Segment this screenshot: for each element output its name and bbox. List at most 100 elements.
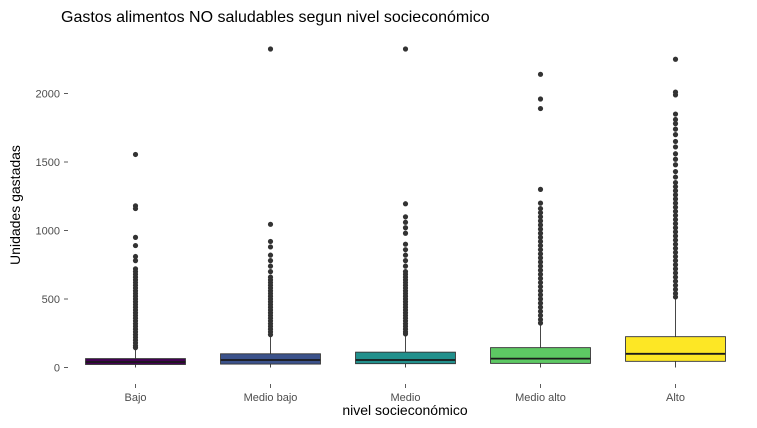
outlier-point bbox=[402, 219, 409, 225]
outlier-point bbox=[402, 247, 409, 253]
outlier-point bbox=[402, 46, 409, 52]
outlier-point bbox=[537, 238, 544, 245]
outlier-point bbox=[672, 253, 679, 260]
outlier-point bbox=[537, 205, 544, 212]
outlier-point bbox=[672, 208, 679, 214]
outlier-point bbox=[537, 292, 544, 298]
outlier-point bbox=[672, 270, 679, 276]
outlier-point bbox=[537, 259, 544, 265]
outlier-point bbox=[672, 216, 679, 223]
x-tick-label: Alto bbox=[666, 392, 685, 404]
outlier-point bbox=[402, 214, 409, 220]
outlier-point bbox=[267, 258, 274, 264]
outlier-point bbox=[672, 286, 679, 293]
outlier-point bbox=[537, 230, 544, 236]
outlier-point bbox=[537, 105, 544, 112]
outlier-point bbox=[672, 200, 679, 206]
box-alto bbox=[625, 56, 726, 368]
outlier-point bbox=[537, 247, 544, 253]
outlier-point bbox=[672, 162, 679, 168]
outlier-point bbox=[672, 116, 679, 123]
outlier-point bbox=[672, 249, 679, 256]
outlier-point bbox=[672, 92, 679, 98]
outlier-point bbox=[537, 308, 544, 314]
outlier-point bbox=[537, 288, 544, 294]
outlier-point bbox=[537, 96, 544, 102]
y-tick-label: 0 bbox=[54, 363, 60, 375]
outlier-point bbox=[672, 138, 679, 145]
outlier-point bbox=[537, 226, 544, 232]
y-axis-title: Unidades gastadas bbox=[7, 145, 23, 265]
outlier-point bbox=[672, 204, 679, 210]
outlier-point bbox=[537, 234, 544, 240]
outlier-point bbox=[672, 294, 679, 300]
outlier-point bbox=[537, 200, 544, 206]
outlier-point bbox=[672, 241, 679, 247]
box-medio bbox=[355, 46, 456, 368]
outlier-point bbox=[672, 221, 679, 227]
outlier-point bbox=[537, 320, 544, 326]
y-axis: 0 500 1000 1500 2000 bbox=[36, 89, 68, 375]
outlier-point bbox=[537, 300, 544, 306]
outlier-point bbox=[132, 253, 139, 260]
outlier-point bbox=[267, 221, 274, 227]
outlier-point bbox=[672, 225, 679, 231]
outlier-point bbox=[267, 46, 274, 52]
outlier-point bbox=[672, 144, 679, 150]
plot-area bbox=[85, 46, 726, 368]
y-tick-label: 2000 bbox=[36, 89, 60, 101]
outlier-point bbox=[672, 151, 679, 157]
outlier-point bbox=[672, 111, 679, 117]
outlier-point bbox=[672, 56, 679, 62]
outlier-point bbox=[402, 241, 409, 247]
outlier-point bbox=[672, 278, 679, 284]
outlier-point bbox=[402, 201, 409, 207]
box-body bbox=[625, 336, 726, 362]
outlier-point bbox=[672, 188, 679, 194]
x-tick-label: Medio alto bbox=[515, 392, 566, 404]
y-tick-label: 1500 bbox=[36, 157, 60, 169]
outlier-point bbox=[672, 258, 679, 264]
outlier-point bbox=[672, 126, 679, 132]
box-bajo bbox=[85, 151, 186, 368]
outlier-point bbox=[672, 184, 679, 190]
outlier-point bbox=[267, 269, 274, 275]
box-body bbox=[490, 347, 591, 364]
outlier-point bbox=[132, 151, 139, 158]
outlier-point bbox=[402, 225, 409, 231]
outlier-point bbox=[672, 179, 679, 186]
chart-title: Gastos alimentos NO saludables segun niv… bbox=[61, 9, 490, 26]
outlier-point bbox=[267, 244, 274, 250]
outlier-point bbox=[672, 266, 679, 272]
outlier-point bbox=[537, 251, 544, 257]
outlier-point bbox=[537, 218, 544, 224]
outlier-point bbox=[537, 263, 544, 269]
outlier-point bbox=[672, 229, 679, 235]
outlier-point bbox=[402, 263, 409, 269]
outlier-point bbox=[672, 174, 679, 180]
outlier-point bbox=[672, 274, 679, 280]
outlier-point bbox=[672, 282, 679, 288]
outlier-point bbox=[672, 262, 679, 268]
outlier-point bbox=[132, 345, 139, 351]
outlier-point bbox=[267, 332, 274, 338]
outlier-point bbox=[537, 214, 544, 220]
box-body bbox=[355, 351, 456, 365]
outlier-point bbox=[537, 186, 544, 192]
box-body bbox=[220, 353, 321, 365]
x-axis: Bajo Medio bajo Medio Medio alto Alto bbox=[124, 384, 685, 404]
outlier-point bbox=[537, 210, 544, 216]
outlier-point bbox=[672, 245, 679, 251]
outlier-point bbox=[267, 263, 274, 269]
outlier-point bbox=[537, 304, 544, 310]
outlier-point bbox=[402, 258, 409, 264]
outlier-point bbox=[672, 233, 679, 239]
outlier-point bbox=[672, 132, 679, 138]
box-medio-bajo bbox=[220, 46, 321, 368]
outlier-point bbox=[132, 242, 139, 249]
outlier-point bbox=[537, 296, 544, 302]
x-tick-label: Medio bajo bbox=[244, 392, 298, 404]
outlier-point bbox=[537, 267, 544, 273]
outlier-point bbox=[537, 275, 544, 282]
